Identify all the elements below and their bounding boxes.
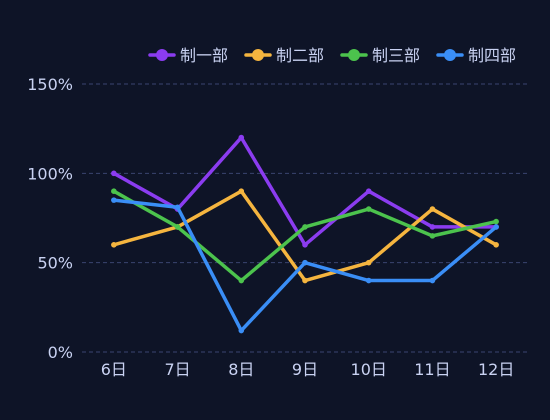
y-tick-label: 0% — [48, 343, 73, 362]
data-point[interactable] — [174, 204, 181, 211]
x-tick-label: 11日 — [414, 360, 450, 379]
y-tick-label: 150% — [27, 75, 73, 94]
data-point[interactable] — [111, 188, 117, 194]
legend-item[interactable]: 制二部 — [244, 46, 324, 65]
x-axis: 6日 7日 8日 9日 10日 11日 12日 — [101, 360, 515, 379]
data-point[interactable] — [493, 242, 499, 248]
legend: 制一部 制二部 制三部 制四部 — [148, 46, 516, 65]
legend-label: 制四部 — [468, 46, 516, 65]
data-point[interactable] — [238, 134, 245, 141]
data-point[interactable] — [429, 224, 436, 230]
y-tick-label: 50% — [37, 254, 73, 273]
data-point[interactable] — [174, 224, 181, 230]
x-tick-label: 8日 — [228, 360, 254, 379]
legend-dot-marker — [348, 49, 360, 61]
data-point[interactable] — [111, 242, 117, 248]
series-4 — [111, 197, 499, 334]
data-point[interactable] — [429, 233, 436, 239]
grid — [82, 83, 528, 353]
data-point[interactable] — [429, 206, 436, 212]
data-point[interactable] — [302, 259, 308, 266]
x-tick-label: 10日 — [351, 360, 387, 379]
data-point[interactable] — [493, 224, 499, 230]
legend-dot-marker — [444, 49, 456, 61]
legend-item[interactable]: 制一部 — [148, 46, 228, 65]
data-point[interactable] — [238, 277, 245, 284]
series-lines — [111, 134, 499, 334]
legend-item[interactable]: 制四部 — [436, 46, 516, 65]
legend-label: 制一部 — [180, 46, 228, 65]
data-point[interactable] — [429, 277, 436, 284]
data-point[interactable] — [238, 327, 245, 334]
x-tick-label: 9日 — [292, 360, 318, 379]
legend-item[interactable]: 制三部 — [340, 46, 420, 65]
y-axis: 0% 50% 100% 150% — [27, 75, 73, 362]
data-point[interactable] — [365, 188, 372, 194]
data-point[interactable] — [493, 218, 499, 225]
x-tick-label: 6日 — [101, 360, 127, 379]
legend-dot-marker — [252, 49, 264, 61]
legend-dot-marker — [156, 49, 168, 61]
data-point[interactable] — [302, 277, 308, 284]
x-tick-label: 7日 — [164, 360, 190, 379]
data-point[interactable] — [365, 206, 372, 212]
legend-label: 制三部 — [372, 46, 420, 65]
series-3 — [111, 188, 499, 284]
data-point[interactable] — [238, 188, 245, 194]
data-point[interactable] — [365, 259, 372, 266]
data-point[interactable] — [302, 242, 308, 248]
y-tick-label: 100% — [27, 164, 73, 183]
data-point[interactable] — [111, 197, 117, 203]
data-point[interactable] — [365, 277, 372, 284]
data-point[interactable] — [111, 170, 117, 177]
data-point[interactable] — [302, 224, 308, 230]
x-tick-label: 12日 — [478, 360, 514, 379]
legend-label: 制二部 — [276, 46, 324, 65]
